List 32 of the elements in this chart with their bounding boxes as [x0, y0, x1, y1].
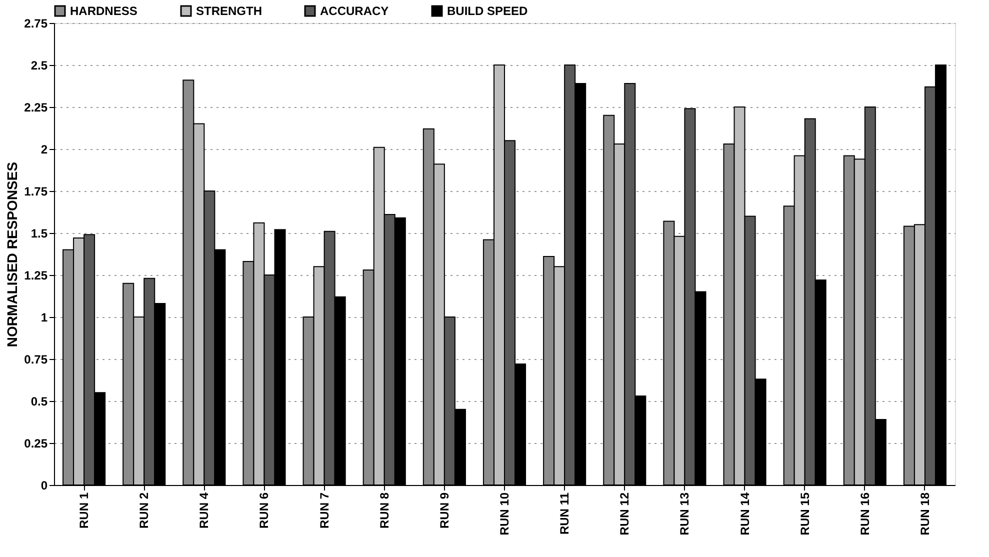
x-tick-label: RUN 18	[918, 492, 932, 536]
x-tick-label: RUN 9	[437, 492, 452, 529]
y-tick-label: 1.5	[30, 226, 48, 240]
y-tick-label: 2.75	[24, 16, 48, 30]
x-tick-label: RUN 10	[498, 492, 512, 536]
x-tick-label: RUN 16	[858, 492, 872, 536]
legend-label: HARDNESS	[70, 4, 138, 18]
y-tick-label: 0.5	[30, 394, 48, 408]
y-tick-label: 2.25	[24, 100, 48, 114]
x-tick-label: RUN 13	[678, 492, 692, 536]
x-tick-label: RUN 1	[77, 492, 92, 529]
y-tick-label: 1	[40, 310, 48, 324]
x-tick-label: RUN 12	[618, 492, 632, 536]
x-tick-label: RUN 4	[197, 492, 212, 529]
legend-label: STRENGTH	[196, 4, 262, 18]
x-tick-label: RUN 15	[798, 492, 812, 536]
x-tick-label: RUN 8	[377, 492, 392, 529]
y-tick-label: 1.25	[24, 268, 48, 282]
x-tick-label: RUN 2	[137, 492, 152, 529]
y-tick-label: 0	[40, 478, 48, 492]
x-tick-label: RUN 6	[257, 492, 272, 529]
y-tick-label: 1.75	[24, 184, 48, 198]
legend-label: ACCURACY	[320, 4, 389, 18]
y-axis-title: NORMALISED RESPONSES	[4, 162, 20, 348]
y-tick-label: 0.75	[24, 352, 48, 366]
x-tick-label: RUN 7	[317, 492, 332, 529]
x-tick-label: RUN 14	[738, 492, 752, 536]
x-tick-label: RUN 11	[558, 492, 572, 535]
y-tick-label: 0.25	[24, 436, 48, 450]
legend-label: BUILD SPEED	[447, 4, 528, 18]
y-tick-label: 2.5	[30, 58, 48, 72]
y-tick-label: 2	[40, 142, 48, 156]
